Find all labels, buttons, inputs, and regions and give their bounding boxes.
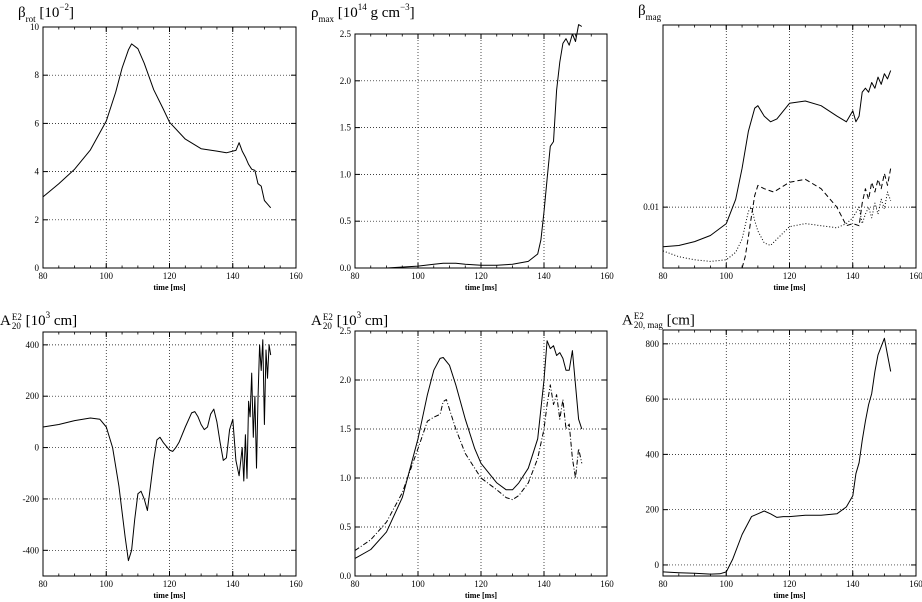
x-axis-label: time [ms] bbox=[153, 283, 186, 292]
panel-title-3: βmag bbox=[638, 3, 662, 22]
series-line-solid bbox=[42, 339, 272, 562]
x-axis-label: time [ms] bbox=[773, 283, 806, 292]
x-tick-label: 120 bbox=[474, 579, 488, 589]
y-tick-label: 200 bbox=[26, 391, 40, 401]
y-tick-label: 400 bbox=[646, 449, 660, 459]
x-tick-label: 100 bbox=[100, 271, 114, 281]
x-tick-label: 100 bbox=[411, 579, 425, 589]
x-tick-label: 100 bbox=[100, 579, 114, 589]
x-axis-label: time [ms] bbox=[153, 591, 186, 600]
x-tick-label: 80 bbox=[39, 579, 49, 589]
y-tick-label: 200 bbox=[646, 505, 660, 515]
y-tick-label: 1.0 bbox=[340, 473, 352, 483]
chart-panel-2: 80 100 120 140 160 0.0 0.5 1.0 1.5 2.0 2.5 time [ms… bbox=[340, 24, 614, 292]
y-tick-label: 600 bbox=[646, 394, 660, 404]
y-tick-label: 1.5 bbox=[340, 123, 352, 133]
x-tick-label: 120 bbox=[474, 271, 488, 281]
x-tick-label: 120 bbox=[163, 271, 177, 281]
x-tick-label: 100 bbox=[720, 579, 734, 589]
y-tick-label: 1.5 bbox=[340, 424, 352, 434]
x-tick-label: 140 bbox=[226, 271, 240, 281]
chart-panel-3: 80 100 120 140 160 0.01 time [ms] bbox=[643, 24, 922, 292]
y-tick-label: 0 bbox=[35, 263, 40, 273]
y-tick-label: 2.0 bbox=[340, 375, 352, 385]
y-tick-label: 2.5 bbox=[340, 326, 352, 336]
chart-panel-5: 80 100 120 140 160 0.0 0.5 1.0 1.5 2.0 2.5 time [ms… bbox=[340, 326, 615, 600]
panel-title-5: A E2 20 [103 cm] bbox=[311, 310, 389, 331]
x-tick-label: 80 bbox=[351, 579, 361, 589]
y-tick-label: 8 bbox=[35, 70, 40, 80]
x-tick-label: 160 bbox=[289, 271, 303, 281]
x-axis-label: time [ms] bbox=[465, 283, 498, 292]
x-tick-label: 140 bbox=[226, 579, 240, 589]
chart-panel-1: 80 100 120 140 160 0 2 4 6 8 10 time [ms] bbox=[30, 22, 303, 292]
x-tick-label: 160 bbox=[600, 579, 614, 589]
y-tick-label: 0 bbox=[35, 443, 40, 453]
y-tick-label: 1.0 bbox=[340, 169, 352, 179]
x-tick-label: 140 bbox=[846, 579, 860, 589]
y-tick-label: 2.5 bbox=[340, 29, 352, 39]
series-line-solid bbox=[42, 43, 272, 209]
y-tick-label: 0.0 bbox=[340, 571, 352, 581]
x-axis-label: time [ms] bbox=[465, 591, 498, 600]
y-tick-label: -400 bbox=[23, 545, 40, 555]
x-tick-label: 120 bbox=[783, 271, 797, 281]
panel-title-2: ρmax [1014 g cm−3] bbox=[311, 2, 415, 24]
y-tick-label: 10 bbox=[30, 22, 40, 32]
chart-panel-4: 80 100 120 140 160 -400 -200 0 200 400 time [ms] bbox=[23, 331, 303, 600]
y-tick-label: 800 bbox=[646, 339, 660, 349]
x-tick-label: 80 bbox=[39, 271, 49, 281]
series-line-solid bbox=[355, 24, 583, 269]
x-tick-label: 120 bbox=[783, 579, 797, 589]
x-tick-label: 160 bbox=[600, 271, 614, 281]
y-tick-label: 0.5 bbox=[340, 522, 352, 532]
x-tick-label: 140 bbox=[537, 271, 551, 281]
y-tick-label: 0.0 bbox=[340, 263, 352, 273]
x-tick-label: 80 bbox=[351, 271, 361, 281]
x-tick-label: 160 bbox=[289, 579, 303, 589]
panel-title-6: A E2 20, mag [cm] bbox=[622, 311, 695, 330]
x-tick-label: 100 bbox=[411, 271, 425, 281]
series-line-solid bbox=[662, 337, 892, 575]
x-tick-label: 80 bbox=[659, 271, 669, 281]
x-tick-label: 140 bbox=[537, 579, 551, 589]
x-tick-label: 160 bbox=[909, 271, 922, 281]
panel-title-1: βrot [10−2] bbox=[18, 2, 74, 24]
y-tick-label: -200 bbox=[23, 494, 40, 504]
series-line-solid bbox=[354, 340, 583, 559]
y-tick-label: 0.5 bbox=[340, 216, 352, 226]
chart-panel-6: 80 100 120 140 160 0 200 400 600 800 time [ms] bbox=[646, 329, 922, 600]
panel-title-4: A E2 20 [103 cm] bbox=[0, 310, 78, 331]
y-tick-label: 4 bbox=[35, 167, 40, 177]
y-tick-label: 0.01 bbox=[643, 202, 659, 212]
x-axis-label: time [ms] bbox=[773, 591, 806, 600]
x-tick-label: 140 bbox=[846, 271, 860, 281]
y-tick-label: 2 bbox=[35, 215, 40, 225]
x-tick-label: 100 bbox=[720, 271, 734, 281]
x-tick-label: 80 bbox=[659, 579, 669, 589]
y-tick-label: 2.0 bbox=[340, 76, 352, 86]
series-line-dashed bbox=[741, 168, 892, 269]
y-tick-label: 0 bbox=[655, 560, 660, 570]
series-line-solid bbox=[662, 70, 892, 248]
x-tick-label: 120 bbox=[163, 579, 177, 589]
x-tick-label: 160 bbox=[909, 579, 922, 589]
series-line-dashdot bbox=[354, 384, 583, 551]
y-tick-label: 400 bbox=[26, 340, 40, 350]
series-line-dotted bbox=[662, 191, 892, 262]
y-tick-label: 6 bbox=[35, 118, 40, 128]
